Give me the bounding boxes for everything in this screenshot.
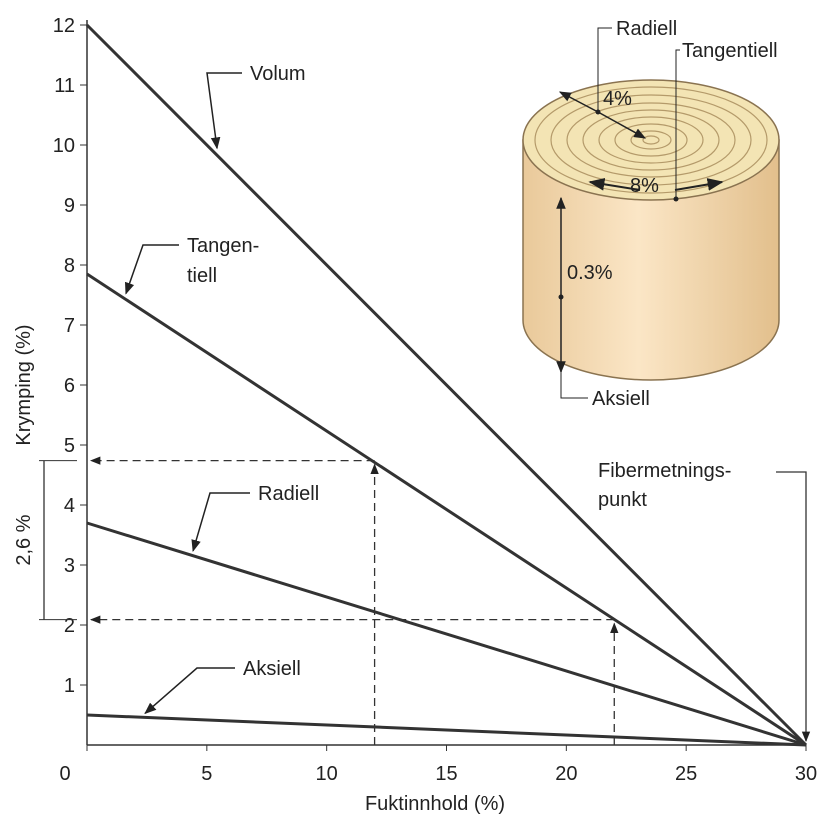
label-leader	[145, 668, 235, 713]
illustration-label: Aksiell	[592, 388, 650, 410]
x-axis-label: Fuktinnhold (%)	[365, 793, 505, 815]
illustration-label: Radiell	[616, 18, 677, 40]
y-tick-label: 10	[53, 135, 75, 157]
series-label: Aksiell	[243, 658, 301, 680]
fiber-label: Fibermetnings-	[598, 460, 731, 482]
y-tick-label: 9	[64, 195, 75, 217]
x-tick-label: 0	[59, 763, 70, 785]
y-tick-label: 3	[64, 555, 75, 577]
y-tick-label: 8	[64, 255, 75, 277]
y-tick-label: 4	[64, 495, 75, 517]
series-label: tiell	[187, 265, 217, 287]
series-label: Radiell	[258, 483, 319, 505]
y-tick-label: 5	[64, 435, 75, 457]
y-tick-label: 6	[64, 375, 75, 397]
series-line	[87, 523, 806, 745]
x-tick-label: 20	[555, 763, 577, 785]
x-tick-label: 10	[316, 763, 338, 785]
y-tick-label: 12	[53, 15, 75, 37]
y-axis-label: Krymping (%)	[13, 324, 35, 445]
illustration-label: 0.3%	[567, 262, 613, 284]
series-label: Volum	[250, 63, 306, 85]
y-tick-label: 11	[54, 75, 75, 97]
illustration: Radiell Tangentiell 4% 8% 0.3% Aksiell	[523, 18, 779, 410]
label-leader	[126, 245, 179, 294]
y-tick-label: 1	[64, 675, 75, 697]
x-tick-label: 5	[201, 763, 212, 785]
illustration-label: 4%	[603, 88, 632, 110]
x-tick-label: 25	[675, 763, 697, 785]
chart: Radiell Tangentiell 4% 8% 0.3% Aksiell F…	[0, 0, 825, 819]
y-tick-label: 7	[64, 315, 75, 337]
label-leader	[207, 73, 242, 148]
bracket-label: 2,6 %	[13, 514, 35, 565]
fiber-leader	[776, 472, 806, 741]
y-tick-label: 2	[64, 615, 75, 637]
series-line	[87, 715, 806, 745]
x-tick-label: 30	[795, 763, 817, 785]
illustration-label: 8%	[630, 175, 659, 197]
illustration-label: Tangentiell	[682, 40, 778, 62]
label-leader	[193, 493, 250, 551]
fiber-label: punkt	[598, 489, 647, 511]
x-tick-label: 15	[435, 763, 457, 785]
series-label: Tangen-	[187, 235, 259, 257]
